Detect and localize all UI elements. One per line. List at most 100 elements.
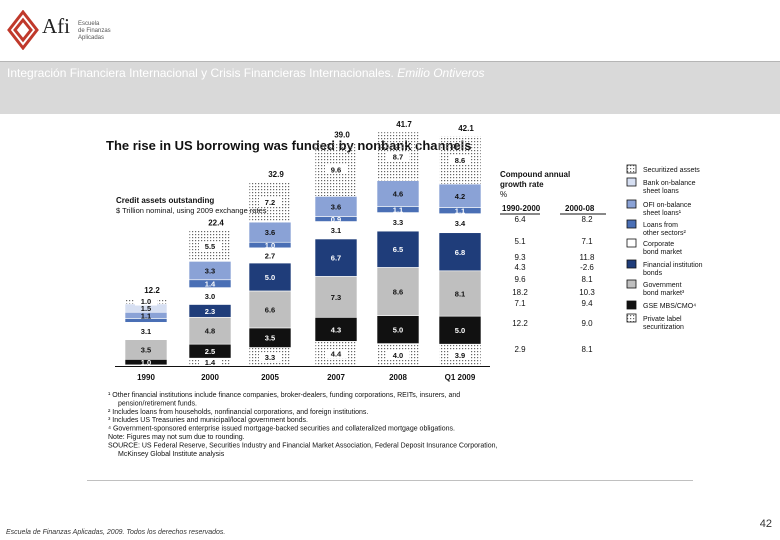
data-label: 3.1 bbox=[331, 226, 341, 235]
bar-segment-financial_institution bbox=[438, 232, 482, 272]
cagr-value: 8.2 bbox=[581, 215, 593, 224]
cagr-value: 10.3 bbox=[579, 288, 595, 297]
data-label: 9.6 bbox=[331, 165, 341, 174]
data-label-backdrop bbox=[387, 151, 409, 161]
legend-label: sheet loans¹ bbox=[643, 210, 682, 217]
x-tick-label: Q1 2009 bbox=[445, 373, 476, 382]
cagr-value: 7.1 bbox=[514, 299, 526, 308]
legend-swatch-government bbox=[626, 279, 637, 289]
x-tick-label: 2008 bbox=[389, 373, 407, 382]
bar-segment-financial_institution bbox=[248, 262, 292, 292]
legend-swatch-financial_institution bbox=[626, 259, 637, 269]
data-label: 3.3 bbox=[205, 267, 215, 276]
legend-swatch-ofi bbox=[626, 199, 637, 209]
bar-segment-gse bbox=[438, 315, 482, 345]
data-label: 5.0 bbox=[455, 326, 465, 335]
data-label: 3.3 bbox=[265, 353, 275, 362]
data-label: 3.5 bbox=[141, 345, 151, 354]
data-label: 8.6 bbox=[455, 156, 465, 165]
bar-total-label: 41.7 bbox=[396, 120, 412, 129]
data-label: 8.1 bbox=[455, 289, 465, 298]
cagr-value: 9.0 bbox=[581, 319, 593, 328]
data-label: 1.0 bbox=[265, 241, 275, 250]
data-label: 1.1 bbox=[455, 207, 465, 216]
legend-label: sheet loans bbox=[643, 188, 679, 195]
footnote-line: ⁴ Government-sponsored enterprise issued… bbox=[108, 426, 455, 433]
data-label: 4.3 bbox=[331, 325, 341, 334]
bar-segment-government bbox=[314, 276, 358, 318]
legend-swatch-gse bbox=[626, 300, 637, 310]
data-label: 6.8 bbox=[455, 248, 465, 257]
cagr-col-header: 2000-08 bbox=[565, 204, 595, 213]
data-label: 4.8 bbox=[205, 327, 215, 336]
data-label-backdrop bbox=[259, 197, 281, 207]
cagr-value: 5.1 bbox=[514, 237, 526, 246]
data-label: 3.4 bbox=[455, 219, 466, 228]
cagr-value: 9.4 bbox=[581, 299, 593, 308]
data-label: 3.1 bbox=[141, 327, 151, 336]
data-label: 1.1 bbox=[141, 311, 151, 320]
data-label: 1.4 bbox=[205, 358, 216, 367]
afi-logo-icon bbox=[7, 10, 39, 50]
cagr-value: 9.6 bbox=[514, 275, 526, 284]
data-label: 3.0 bbox=[205, 292, 215, 301]
cagr-value: 18.2 bbox=[512, 288, 528, 297]
cagr-value: 2.9 bbox=[514, 345, 526, 354]
data-label-backdrop bbox=[135, 296, 157, 306]
banner-title-text: Integración Financiera Internacional y C… bbox=[7, 66, 394, 80]
data-label-backdrop bbox=[325, 164, 347, 174]
legend-label: other sectors² bbox=[643, 230, 686, 237]
bar-total-label: 42.1 bbox=[458, 124, 474, 133]
legend-label: bond market bbox=[643, 249, 682, 256]
data-label-backdrop bbox=[199, 241, 221, 251]
cagr-value: 6.4 bbox=[514, 215, 526, 224]
x-tick-label: 2000 bbox=[201, 373, 219, 382]
data-label: 0.9 bbox=[331, 215, 341, 224]
bar-segment-ofi bbox=[376, 180, 420, 207]
legend-swatch-private bbox=[626, 313, 637, 323]
footnote-line: Note: Figures may not sum due to roundin… bbox=[108, 434, 245, 441]
data-label: 4.4 bbox=[331, 350, 342, 359]
bar-segment-government bbox=[188, 316, 232, 345]
legend-label: Corporate bbox=[643, 241, 674, 248]
bar-segment-government bbox=[438, 270, 482, 317]
footnote-line: ³ Includes US Treasuries and municipal/l… bbox=[108, 417, 308, 424]
legend-label: GSE MBS/CMO⁴ bbox=[643, 303, 696, 310]
logo-sub-line: Escuela bbox=[78, 21, 100, 27]
legend-label: Financial institution bbox=[643, 262, 703, 269]
bar-total-label: 12.2 bbox=[144, 286, 160, 295]
footnote-line: pension/retirement funds. bbox=[118, 400, 197, 407]
x-tick-label: 2005 bbox=[261, 373, 279, 382]
cagr-value: 12.2 bbox=[512, 319, 528, 328]
footer-copyright: Escuela de Finanzas Aplicadas, 2009. Tod… bbox=[6, 529, 226, 536]
bar-segment-private bbox=[314, 341, 358, 367]
cagr-value: 11.8 bbox=[580, 253, 596, 262]
divider bbox=[87, 480, 693, 481]
footnote-line: ¹ Other financial institutions include f… bbox=[108, 392, 460, 399]
legend-label: Bank on-balance bbox=[643, 180, 696, 187]
data-label: 7.2 bbox=[265, 198, 275, 207]
chart-subtitle: Credit assets outstanding bbox=[116, 196, 214, 205]
bar-total-label: 22.4 bbox=[208, 218, 224, 227]
cagr-value: 8.1 bbox=[581, 275, 593, 284]
data-label: 7.3 bbox=[331, 293, 341, 302]
bar-segment-government bbox=[248, 290, 292, 329]
data-label: 3.6 bbox=[265, 228, 275, 237]
legend-label: Government bbox=[643, 282, 682, 289]
cagr-value: 9.3 bbox=[514, 253, 526, 262]
data-label-backdrop bbox=[259, 352, 281, 362]
cagr-value: 8.1 bbox=[581, 345, 593, 354]
cagr-value: 4.3 bbox=[514, 263, 526, 272]
legend-swatch-loans_other bbox=[626, 219, 637, 229]
legend-label: Private label bbox=[643, 316, 682, 323]
afi-logo: Afi Escuela de Finanzas Aplicadas bbox=[6, 8, 126, 56]
legend-label: Securitized assets bbox=[643, 167, 700, 174]
data-label: 3.6 bbox=[331, 202, 341, 211]
chart-subtitle-units: $ Trillion nominal, using 2009 exchange … bbox=[116, 206, 267, 215]
legend-swatch-bank bbox=[626, 177, 637, 187]
cagr-col-header: 1990-2000 bbox=[502, 204, 541, 213]
data-label-backdrop bbox=[449, 155, 471, 165]
logo-sub-line: Aplicadas bbox=[78, 35, 105, 41]
legend-label: bond market³ bbox=[643, 290, 685, 297]
